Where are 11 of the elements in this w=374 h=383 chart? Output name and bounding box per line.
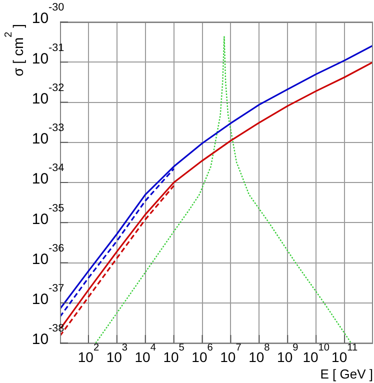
y-tick-label: 10-35: [32, 202, 64, 228]
y-tick-label: 10-37: [32, 282, 64, 308]
y-tick-label: 10-30: [32, 2, 64, 28]
y-tick-label: 10-34: [32, 162, 64, 188]
y-tick-label: 10-32: [32, 82, 64, 108]
y-tick-label: 10-38: [32, 322, 64, 348]
y-tick-label: 10-31: [32, 42, 64, 68]
x-axis-title: E [ GeV ]: [320, 366, 374, 382]
y-tick-label: 10-33: [32, 122, 64, 148]
y-axis-title: σ [ cm2 ]: [3, 24, 26, 76]
y-tick-label: 10-36: [32, 242, 64, 268]
